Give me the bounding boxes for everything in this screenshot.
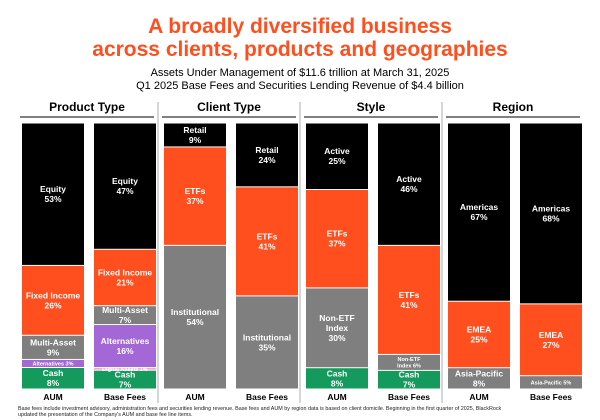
segment-label-style-aum-non-etf-index: Non-ETF Index 30%	[319, 313, 354, 343]
bar-segment-region-base-fees-asia-pacific	[520, 376, 582, 389]
segment-label-product-type-base-fees-multi-asset: Multi-Asset 7%	[102, 305, 148, 325]
bar-axis-label-client-type-aum: AUM	[185, 392, 204, 402]
segment-label-style-base-fees-non-etf-index: Non-ETF Index 6%	[397, 357, 421, 369]
bar-segment-style-aum-cash	[306, 368, 368, 389]
segment-label-product-type-base-fees-alternatives: Alternatives 16%	[101, 336, 150, 356]
bar-segment-style-aum-non-etf-index	[306, 288, 368, 368]
bar-segment-product-type-aum-cash	[22, 368, 84, 389]
segment-label-style-aum-etfs: ETFs 37%	[327, 229, 348, 249]
segment-label-product-type-base-fees-equity: Equity 47%	[112, 176, 138, 196]
segment-label-region-aum-asia-pacific: Asia-Pacific 8%	[455, 368, 503, 388]
segment-label-region-aum-emea: EMEA 25%	[467, 324, 492, 344]
segment-label-client-type-base-fees-etfs: ETFs 41%	[257, 231, 278, 251]
segment-label-client-type-aum-etfs: ETFs 37%	[185, 186, 206, 206]
segment-label-region-aum-americas: Americas 67%	[460, 202, 499, 222]
bar-segment-style-base-fees-non-etf-index	[378, 354, 440, 370]
bar-segment-client-type-base-fees-etfs	[236, 187, 298, 296]
group-header-style: Style	[357, 100, 386, 114]
bar-axis-label-region-base-fees: Base Fees	[530, 392, 572, 402]
bar-segment-client-type-aum-retail	[164, 123, 226, 147]
segment-label-product-type-base-fees-cash: Cash 7%	[115, 370, 136, 390]
bar-axis-label-product-type-base-fees: Base Fees	[104, 392, 146, 402]
bar-segment-product-type-aum-equity	[22, 123, 84, 265]
segment-label-style-aum-cash: Cash 8%	[327, 368, 348, 388]
bar-segment-region-base-fees-americas	[520, 123, 582, 304]
segment-label-style-aum-active: Active 25%	[324, 146, 350, 166]
bar-segment-product-type-base-fees-fixed-income	[94, 249, 156, 306]
bar-segment-product-type-base-fees-cash	[94, 370, 156, 389]
bar-segment-region-aum-americas	[448, 123, 510, 301]
footnote-line1: Base fees include investment advisory, a…	[18, 406, 502, 412]
bar-segment-client-type-base-fees-institutional	[236, 296, 298, 389]
bar-segment-style-aum-active	[306, 123, 368, 189]
bar-axis-label-style-aum: AUM	[327, 392, 346, 402]
subtitle-aum: Assets Under Management of $11.6 trillio…	[150, 67, 450, 79]
page-title-line2: across clients, products and geographies	[92, 38, 508, 61]
bar-axis-label-product-type-aum: AUM	[43, 392, 62, 402]
bar-segment-region-aum-emea	[448, 301, 510, 368]
bar-segment-product-type-aum-alternatives	[22, 359, 84, 368]
bar-segment-product-type-base-fees-equity	[94, 123, 156, 249]
bar-segment-product-type-base-fees-digital-assets	[94, 368, 156, 370]
segment-label-client-type-base-fees-institutional: Institutional 35%	[243, 332, 291, 352]
subtitle-base-fees: Q1 2025 Base Fees and Securities Lending…	[136, 80, 464, 92]
segment-label-region-base-fees-asia-pacific: Asia-Pacific 5%	[531, 380, 572, 386]
bar-segment-product-type-base-fees-multi-asset	[94, 306, 156, 325]
bar-segment-client-type-aum-institutional	[164, 245, 226, 389]
group-header-client-type: Client Type	[197, 100, 261, 114]
segment-label-product-type-aum-equity: Equity 53%	[40, 184, 66, 204]
segment-label-product-type-aum-alternatives: Alternatives 3%	[33, 361, 74, 367]
segment-label-region-base-fees-emea: EMEA 27%	[539, 330, 564, 350]
bar-segment-client-type-base-fees-retail	[236, 123, 298, 187]
bar-axis-label-region-aum: AUM	[469, 392, 488, 402]
segment-label-product-type-base-fees-fixed-income: Fixed Income 21%	[98, 267, 153, 287]
bar-segment-style-base-fees-active	[378, 123, 440, 245]
segment-label-client-type-aum-retail: Retail 9%	[183, 125, 206, 145]
bar-segment-style-base-fees-cash	[378, 370, 440, 389]
bar-segment-region-base-fees-emea	[520, 304, 582, 376]
segment-label-product-type-base-fees-digital-assets: Digital Assets 1%	[102, 367, 148, 373]
bar-segment-style-base-fees-etfs	[378, 245, 440, 354]
segment-label-product-type-aum-fixed-income: Fixed Income 26%	[26, 290, 81, 310]
bar-segment-style-aum-etfs	[306, 190, 368, 288]
segment-label-style-base-fees-cash: Cash 7%	[399, 370, 420, 390]
bar-segment-region-aum-asia-pacific	[448, 368, 510, 389]
bar-axis-label-client-type-base-fees: Base Fees	[246, 392, 288, 402]
page-title-line1: A broadly diversified business	[148, 15, 452, 38]
bar-segment-product-type-aum-fixed-income	[22, 265, 84, 335]
segment-label-style-base-fees-etfs: ETFs 41%	[399, 290, 420, 310]
segment-label-region-base-fees-americas: Americas 68%	[532, 203, 571, 223]
group-header-product-type: Product Type	[49, 100, 125, 114]
segment-label-product-type-aum-multi-asset: Multi-Asset 9%	[30, 337, 76, 357]
bar-segment-product-type-base-fees-alternatives	[94, 325, 156, 368]
bar-segment-product-type-aum-multi-asset	[22, 335, 84, 359]
bar-segment-client-type-aum-etfs	[164, 147, 226, 245]
bar-axis-label-style-base-fees: Base Fees	[388, 392, 430, 402]
segment-label-style-base-fees-active: Active 46%	[396, 174, 422, 194]
segment-label-client-type-aum-institutional: Institutional 54%	[171, 307, 219, 327]
footnote-line2: updated the presentation of the Company'…	[18, 412, 193, 418]
segment-label-client-type-base-fees-retail: Retail 24%	[255, 145, 278, 165]
group-header-region: Region	[493, 100, 534, 114]
segment-label-product-type-aum-cash: Cash 8%	[43, 368, 64, 388]
